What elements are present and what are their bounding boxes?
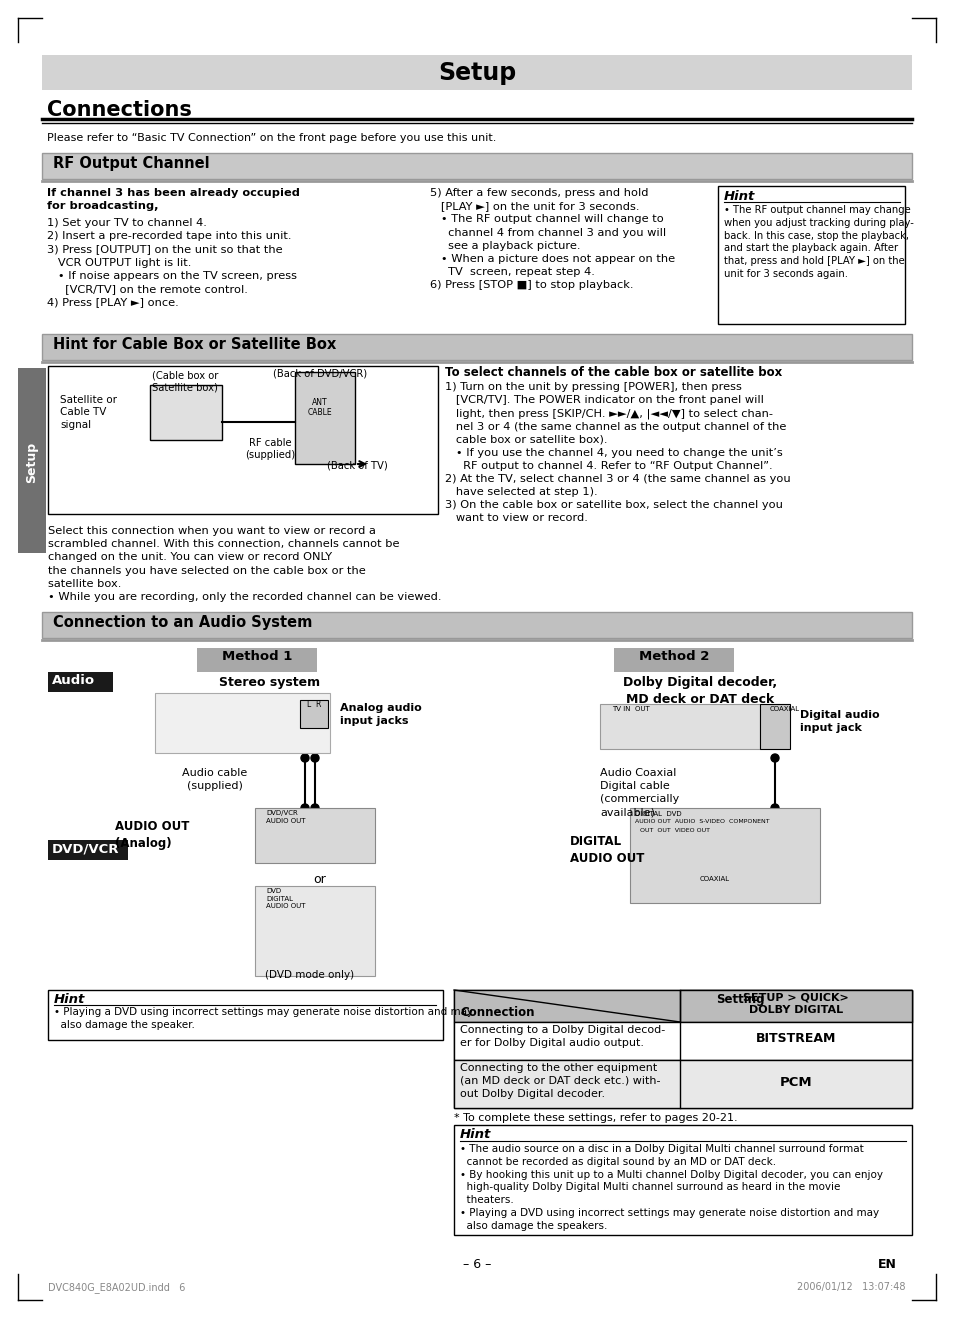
Bar <box>48 840 128 861</box>
Text: PCM: PCM <box>779 1075 811 1089</box>
Text: (Back of DVD/VCR): (Back of DVD/VCR) <box>273 369 367 380</box>
Text: – 6 –: – 6 – <box>462 1257 491 1271</box>
Circle shape <box>301 754 309 762</box>
Bar <box>150 385 222 440</box>
Text: Stereo system: Stereo system <box>219 676 320 689</box>
Text: Please refer to “Basic TV Connection” on the front page before you use this unit: Please refer to “Basic TV Connection” on… <box>47 133 496 142</box>
Circle shape <box>770 804 779 812</box>
Text: If channel 3 has been already occupied
for broadcasting,: If channel 3 has been already occupied f… <box>47 188 299 211</box>
Text: (Cable box or
Satellite box): (Cable box or Satellite box) <box>152 370 218 393</box>
Bar <box>42 333 911 360</box>
Text: BITSTREAM: BITSTREAM <box>755 1032 836 1045</box>
Text: DVD/VCR: DVD/VCR <box>52 842 119 855</box>
Bar <box>42 153 911 179</box>
Bar <box>629 808 820 903</box>
Text: AUDIO OUT: AUDIO OUT <box>266 818 305 824</box>
Text: DVC840G_E8A02UD.indd   6: DVC840G_E8A02UD.indd 6 <box>48 1282 185 1293</box>
Circle shape <box>301 804 309 812</box>
Text: Hint: Hint <box>723 190 755 203</box>
Text: • Playing a DVD using incorrect settings may generate noise distortion and may
 : • Playing a DVD using incorrect settings… <box>54 1007 473 1029</box>
Bar <box>42 55 911 90</box>
Text: Audio cable
(supplied): Audio cable (supplied) <box>182 768 248 791</box>
Text: • The audio source on a disc in a Dolby Digital Multi channel surround format
  : • The audio source on a disc in a Dolby … <box>459 1144 882 1231</box>
Bar <box>254 886 375 977</box>
Text: or: or <box>314 873 326 886</box>
Bar <box>48 366 437 514</box>
Text: 5) After a few seconds, press and hold
   [PLAY ►] on the unit for 3 seconds.
  : 5) After a few seconds, press and hold [… <box>430 188 675 290</box>
Text: Dolby Digital decoder,
MD deck or DAT deck: Dolby Digital decoder, MD deck or DAT de… <box>622 676 777 706</box>
Bar <box>48 990 442 1040</box>
Text: (Back of TV): (Back of TV) <box>327 460 388 471</box>
Bar <box>299 700 328 728</box>
Text: Hint for Cable Box or Satellite Box: Hint for Cable Box or Satellite Box <box>53 337 335 352</box>
Text: SETUP > QUICK>
DOLBY DIGITAL: SETUP > QUICK> DOLBY DIGITAL <box>742 992 848 1015</box>
Text: DIGITAL
AUDIO OUT: DIGITAL AUDIO OUT <box>569 836 643 865</box>
Text: Method 2: Method 2 <box>639 650 708 663</box>
Bar <box>254 808 375 863</box>
Bar <box>599 704 760 749</box>
Bar <box>614 648 733 672</box>
Text: Audio: Audio <box>52 673 95 687</box>
Bar <box>18 368 46 554</box>
Bar <box>294 372 355 464</box>
Text: To select channels of the cable box or satellite box: To select channels of the cable box or s… <box>444 366 781 380</box>
Text: Connecting to the other equipment
(an MD deck or DAT deck etc.) with-
out Dolby : Connecting to the other equipment (an MD… <box>459 1064 659 1099</box>
Text: Connecting to a Dolby Digital decod-
er for Dolby Digital audio output.: Connecting to a Dolby Digital decod- er … <box>459 1025 664 1048</box>
Text: Setup: Setup <box>26 442 38 482</box>
Text: AUDIO OUT
(Analog): AUDIO OUT (Analog) <box>115 820 190 850</box>
Text: TV IN  OUT: TV IN OUT <box>612 706 649 712</box>
Bar <box>454 1021 911 1060</box>
Text: AUDIO OUT  AUDIO  S-VIDEO  COMPONENT: AUDIO OUT AUDIO S-VIDEO COMPONENT <box>635 818 769 824</box>
Bar <box>48 672 112 692</box>
Text: (DVD mode only): (DVD mode only) <box>265 970 355 981</box>
Text: Setting: Setting <box>715 992 763 1006</box>
Text: Analog audio
input jacks: Analog audio input jacks <box>339 702 421 726</box>
Text: RF Output Channel: RF Output Channel <box>53 156 210 171</box>
Text: 2006/01/12   13:07:48: 2006/01/12 13:07:48 <box>797 1282 905 1292</box>
Text: DIGITAL  DVD: DIGITAL DVD <box>635 811 680 817</box>
Text: • The RF output channel may change
when you adjust tracking during play-
back. I: • The RF output channel may change when … <box>723 206 913 279</box>
Text: Hint: Hint <box>54 992 85 1006</box>
Circle shape <box>311 804 318 812</box>
Bar <box>718 186 904 324</box>
Circle shape <box>770 754 779 762</box>
Text: DVD: DVD <box>266 888 281 894</box>
Text: Satellite or
Cable TV
signal: Satellite or Cable TV signal <box>60 395 117 430</box>
Bar <box>454 1060 911 1108</box>
Bar <box>42 612 911 638</box>
Circle shape <box>311 754 318 762</box>
Text: * To complete these settings, refer to pages 20-21.: * To complete these settings, refer to p… <box>454 1112 737 1123</box>
Text: Connection: Connection <box>459 1006 534 1019</box>
Text: Hint: Hint <box>459 1128 491 1141</box>
Bar <box>679 990 911 1021</box>
Bar <box>760 704 789 749</box>
Text: Method 1: Method 1 <box>222 650 292 663</box>
Text: 1) Set your TV to channel 4.
2) Insert a pre-recorded tape into this unit.
3) Pr: 1) Set your TV to channel 4. 2) Insert a… <box>47 217 296 307</box>
Text: Digital audio
input jack: Digital audio input jack <box>800 710 879 733</box>
Text: EN: EN <box>877 1257 896 1271</box>
Text: OUT  OUT  VIDEO OUT: OUT OUT VIDEO OUT <box>639 828 709 833</box>
Text: DIGITAL
AUDIO OUT: DIGITAL AUDIO OUT <box>266 896 305 909</box>
Bar <box>196 648 316 672</box>
Bar <box>454 990 911 1108</box>
Text: ANT
CABLE: ANT CABLE <box>308 398 332 418</box>
Text: DVD/VCR: DVD/VCR <box>266 811 297 816</box>
Text: COAXIAL: COAXIAL <box>769 706 800 712</box>
Bar <box>454 990 911 1021</box>
Text: 1) Turn on the unit by pressing [POWER], then press
   [VCR/TV]. The POWER indic: 1) Turn on the unit by pressing [POWER],… <box>444 382 790 523</box>
Bar <box>154 693 330 753</box>
Text: Audio Coaxial
Digital cable
(commercially
available): Audio Coaxial Digital cable (commerciall… <box>599 768 679 817</box>
Bar <box>454 1126 911 1235</box>
Text: Connection to an Audio System: Connection to an Audio System <box>53 616 312 630</box>
Text: Setup: Setup <box>437 61 516 84</box>
Text: COAXIAL: COAXIAL <box>700 876 729 882</box>
Text: RF cable
(supplied): RF cable (supplied) <box>245 438 294 460</box>
Text: Select this connection when you want to view or record a
scrambled channel. With: Select this connection when you want to … <box>48 526 441 602</box>
Text: Connections: Connections <box>47 100 192 120</box>
Text: L  R: L R <box>307 700 321 709</box>
